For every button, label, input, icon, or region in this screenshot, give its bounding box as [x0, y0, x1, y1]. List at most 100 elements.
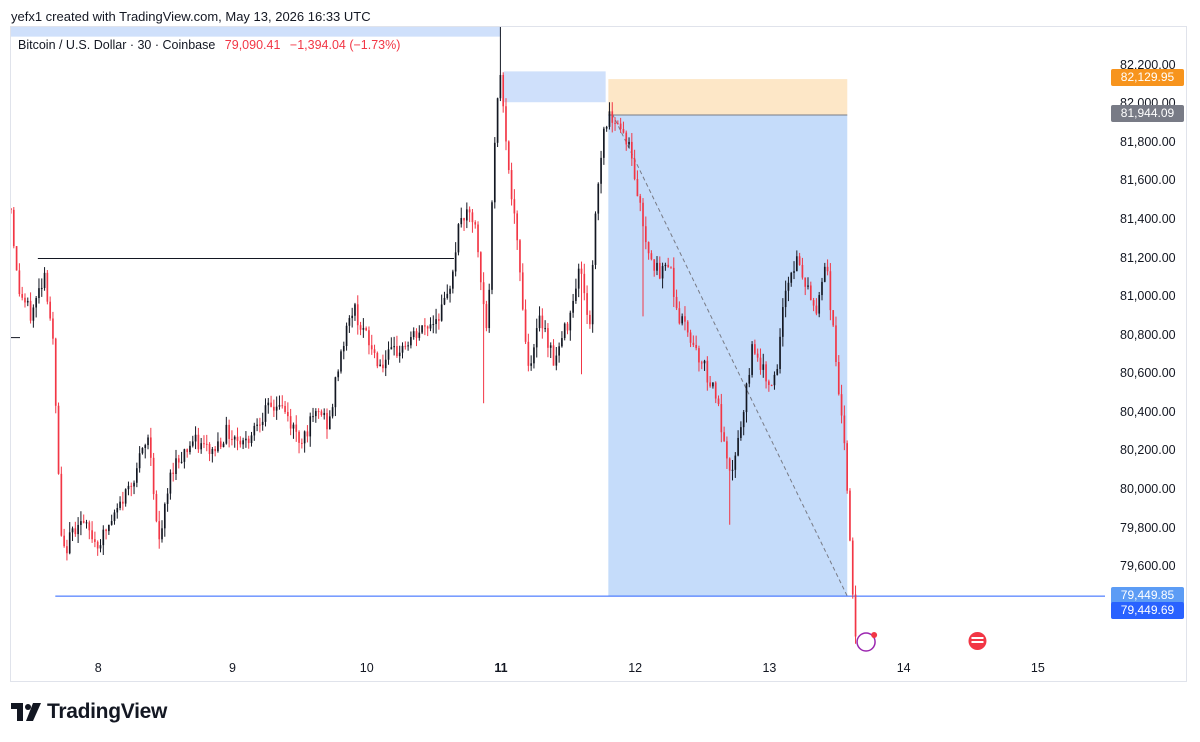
candle-body-47 [141, 447, 144, 454]
candle-body-65 [191, 441, 194, 446]
candle-body-147 [421, 325, 423, 333]
candle-body-164 [468, 209, 471, 213]
candle-body-119 [342, 345, 345, 352]
candle-body-246 [698, 348, 700, 363]
candle-body-155 [443, 297, 446, 305]
candle-body-93 [270, 402, 272, 407]
candle-body-23 [74, 528, 77, 535]
price-tick-label: 79,800.00 [1120, 520, 1176, 535]
candle-body-86 [250, 435, 253, 444]
candle-body-226 [642, 202, 644, 227]
candle-body-214 [608, 111, 611, 127]
candle-body-159 [454, 252, 457, 272]
candle-body-225 [639, 196, 642, 203]
price-tick-label: 80,200.00 [1120, 443, 1176, 458]
candle-body-182 [519, 240, 521, 273]
candle-body-24 [77, 524, 79, 535]
candle-body-224 [636, 179, 639, 197]
candle-body-262 [742, 412, 745, 428]
candle-body-16 [54, 338, 57, 406]
candle-body-21 [68, 532, 71, 554]
candle-body-150 [429, 324, 432, 329]
candle-body-194 [552, 345, 555, 366]
candle-body-190 [541, 315, 544, 329]
candle-body-167 [477, 224, 479, 253]
candle-body-75 [219, 441, 222, 448]
candle-body-242 [686, 321, 689, 333]
candle-body-25 [80, 521, 82, 525]
zone-target [608, 114, 848, 597]
candle-body-22 [71, 528, 74, 533]
tradingview-logo: TradingView [11, 700, 167, 724]
candle-body-261 [740, 427, 742, 438]
candle-body-135 [387, 349, 390, 360]
candle-body-212 [603, 128, 605, 158]
candle-body-3 [18, 270, 21, 295]
candle-body-236 [670, 267, 672, 269]
candle-body-124 [356, 304, 359, 326]
candle-body-256 [726, 441, 728, 459]
flag-event-stripe-2 [971, 641, 984, 643]
candle-body-206 [586, 293, 588, 315]
candle-body-153 [438, 319, 440, 321]
candle-body-187 [533, 347, 535, 364]
candle-body-161 [460, 218, 463, 225]
candle-body-198 [563, 323, 566, 339]
candle-body-126 [362, 328, 365, 330]
candle-body-92 [267, 402, 270, 406]
candle-body-151 [432, 324, 435, 326]
candle-body-280 [793, 271, 795, 273]
candle-body-137 [393, 346, 395, 348]
candle-body-96 [278, 405, 281, 407]
zone-box_b [503, 71, 606, 103]
candle-body-299 [846, 443, 848, 491]
candle-body-19 [63, 535, 65, 547]
candle-body-152 [435, 319, 437, 325]
candle-body-213 [605, 126, 608, 129]
candle-body-239 [678, 308, 681, 324]
candle-body-298 [843, 415, 846, 444]
candle-body-54 [161, 528, 163, 540]
candle-body-111 [320, 411, 323, 416]
price-tick-label: 80,800.00 [1120, 327, 1176, 342]
symbol-legend[interactable]: Bitcoin / U.S. Dollar · 30 · Coinbase 79… [18, 38, 400, 52]
candle-body-84 [245, 438, 247, 441]
candle-body-48 [144, 445, 147, 448]
candle-body-276 [782, 307, 784, 337]
candle-body-49 [147, 437, 149, 446]
time-tick-label: 12 [628, 661, 643, 675]
candle-body-20 [66, 546, 68, 554]
candle-body-109 [314, 411, 317, 417]
candle-body-241 [684, 316, 686, 322]
price-tick-label: 81,200.00 [1120, 250, 1176, 265]
candle-body-104 [300, 442, 303, 444]
candle-body-227 [644, 226, 647, 243]
candle-body-34 [105, 529, 107, 532]
candle-body-267 [756, 353, 759, 358]
candle-body-259 [734, 455, 737, 470]
candle-body-1 [12, 209, 15, 247]
candle-body-244 [692, 342, 695, 345]
candle-body-171 [488, 289, 491, 329]
candle-body-257 [728, 458, 731, 471]
candle-body-90 [261, 421, 264, 426]
candle-body-5 [24, 297, 26, 303]
candle-body-127 [365, 328, 367, 331]
level-price-tag: 79,449.85 [1111, 587, 1184, 605]
zone-box_a [11, 27, 501, 37]
candle-body-83 [242, 440, 244, 445]
candle-body-157 [449, 288, 451, 294]
candle-body-275 [779, 336, 781, 370]
candle-body-102 [295, 424, 298, 432]
time-tick-label: 10 [359, 661, 374, 675]
candle-body-57 [169, 472, 172, 494]
candle-body-53 [158, 521, 161, 540]
candle-body-270 [765, 364, 767, 382]
candle-body-300 [849, 490, 851, 541]
news-event-dot [871, 632, 878, 638]
candle-body-186 [530, 363, 532, 366]
candle-body-252 [714, 382, 717, 399]
candle-body-123 [354, 304, 356, 316]
candle-body-141 [404, 345, 407, 347]
